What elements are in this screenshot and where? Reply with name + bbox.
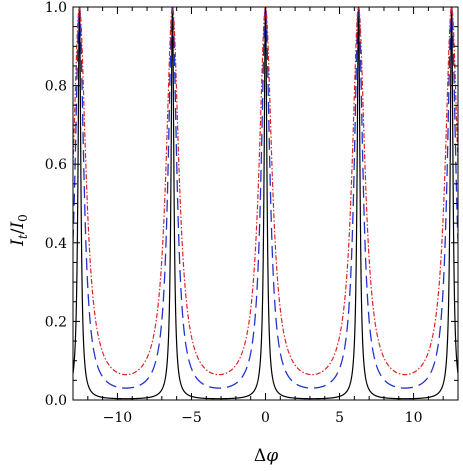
y-tick-label: 0.8	[45, 79, 67, 95]
axis-ticks	[72, 6, 459, 401]
axis-tick-labels: −10 −5 0 5 10 0.0 0.2 0.4 0.6 0.8 1.0	[45, 0, 423, 426]
x-tick-label: 5	[335, 410, 344, 426]
y-tick-label: 0.6	[45, 157, 67, 173]
y-axis-label: It/I0	[8, 214, 30, 247]
series-line-1	[73, 7, 458, 400]
series-line-2	[73, 7, 458, 389]
x-axis-label: Δφ	[254, 446, 278, 466]
y-tick-label: 0.0	[45, 393, 67, 409]
x-tick-label: 10	[405, 410, 423, 426]
y-tick-label: 0.2	[45, 314, 67, 330]
series-group	[73, 7, 458, 400]
plot-frame	[72, 6, 459, 401]
x-tick-label: −10	[103, 410, 133, 426]
x-tick-label: −5	[181, 410, 202, 426]
x-tick-label: 0	[261, 410, 270, 426]
series-line-3	[73, 7, 458, 376]
y-tick-label: 1.0	[45, 0, 67, 16]
y-tick-label: 0.4	[45, 236, 67, 252]
